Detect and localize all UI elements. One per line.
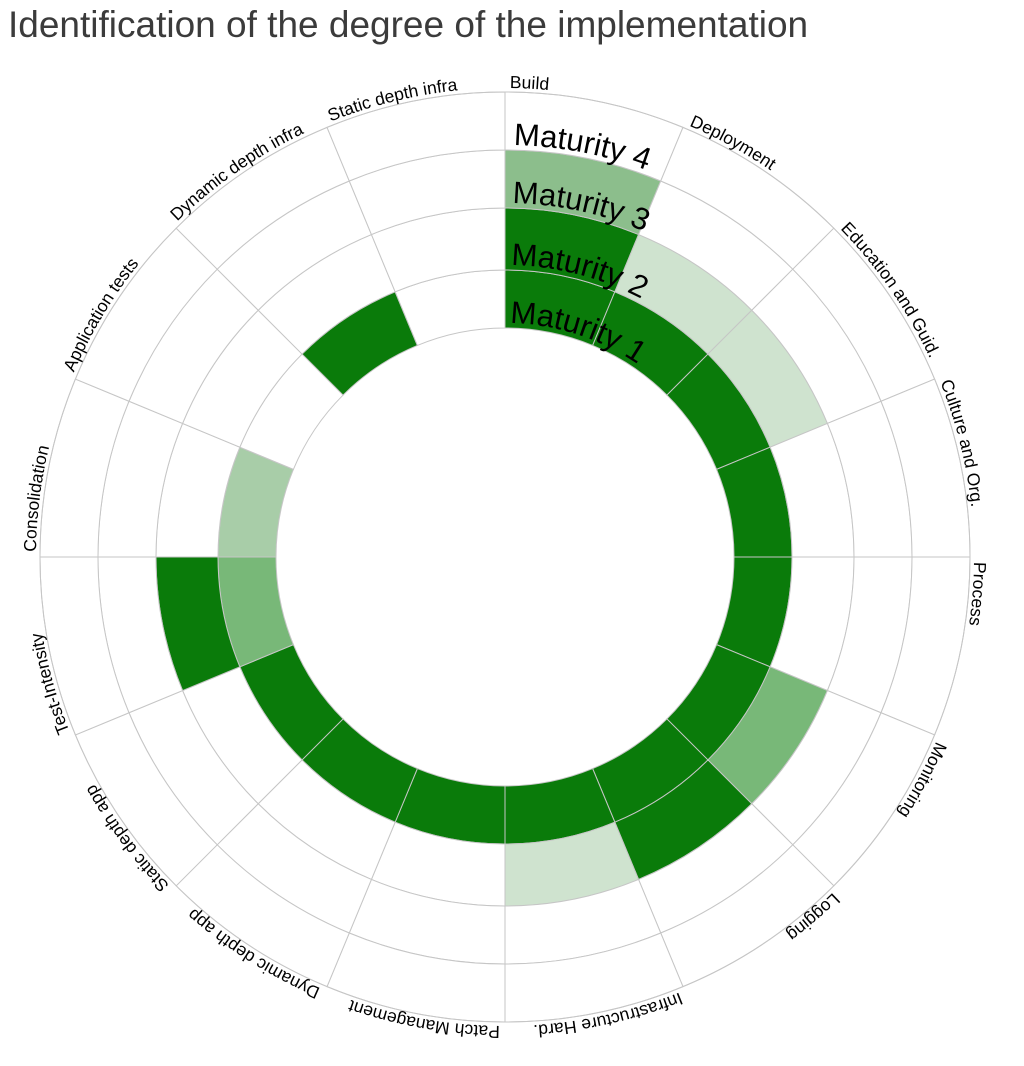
- outer-grid-circle: [39, 91, 971, 1023]
- sector-label-build: Build: [510, 72, 550, 94]
- chart-title: Identification of the degree of the impl…: [8, 4, 809, 45]
